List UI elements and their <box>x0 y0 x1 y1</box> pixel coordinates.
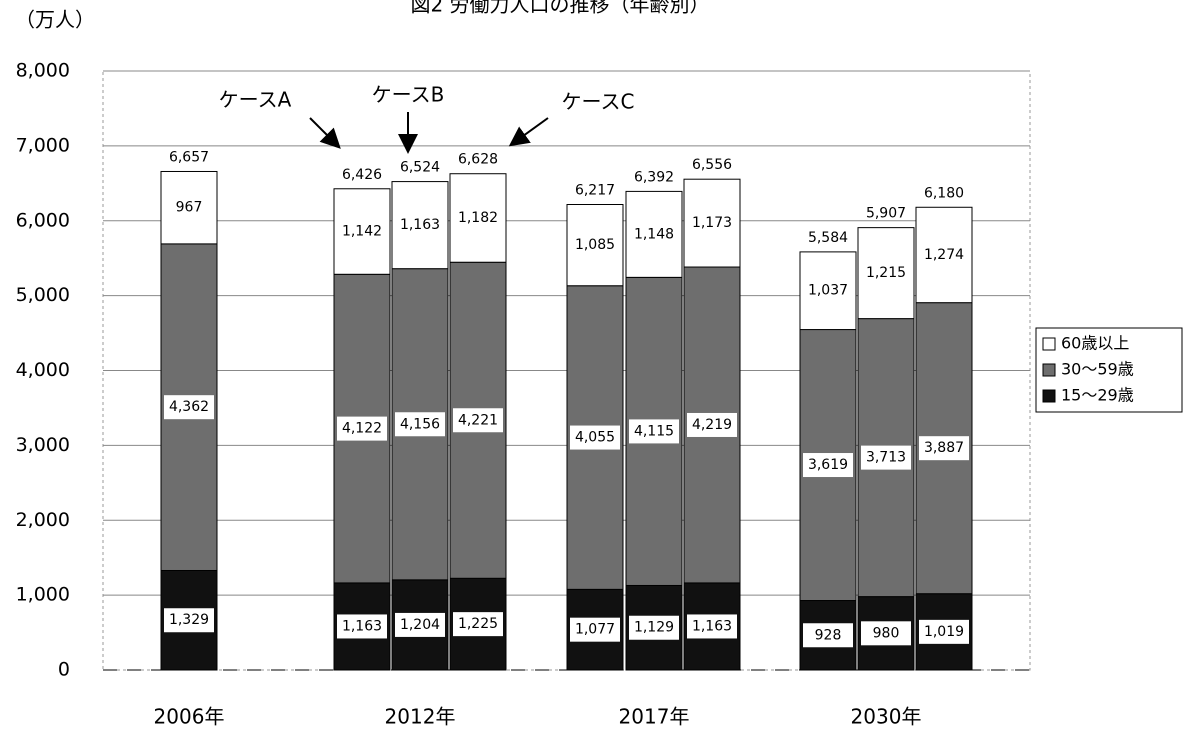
annotation: ケースA <box>219 88 292 112</box>
y-tick-label: 3,000 <box>16 434 70 456</box>
value-label: 1,163 <box>400 217 440 233</box>
value-label-box <box>919 436 969 461</box>
value-label: 4,221 <box>458 412 498 428</box>
total-label: 5,907 <box>866 206 906 222</box>
value-label-box <box>803 623 853 648</box>
x-tick-label: 2017年 <box>619 705 690 729</box>
legend-swatch <box>1042 363 1056 377</box>
value-label: 1,225 <box>458 616 498 632</box>
value-label: 4,055 <box>575 430 615 446</box>
value-label-box <box>629 222 679 247</box>
x-tick-label: 2030年 <box>851 705 922 729</box>
total-label: 6,426 <box>342 167 382 183</box>
value-label: 1,204 <box>400 617 440 633</box>
legend-swatch <box>1042 337 1056 351</box>
value-label: 1,173 <box>692 215 732 231</box>
annotation: ケースB <box>372 83 445 107</box>
value-label-box <box>570 617 620 642</box>
total-label: 5,584 <box>808 230 848 246</box>
value-label: 1,215 <box>866 265 906 281</box>
value-label-box <box>687 614 737 639</box>
y-tick-label: 2,000 <box>16 509 70 531</box>
x-tick-label: 2006年 <box>154 705 225 729</box>
value-label-box <box>629 419 679 444</box>
y-axis-label: （万人） <box>15 8 95 32</box>
value-label: 1,037 <box>808 283 848 299</box>
value-label-box <box>395 412 445 437</box>
value-label: 1,085 <box>575 237 615 253</box>
value-label-box <box>453 408 503 433</box>
value-label-box <box>395 612 445 637</box>
value-label: 4,122 <box>342 421 382 437</box>
legend-label: 60歳以上 <box>1061 334 1129 353</box>
value-label: 1,163 <box>692 618 732 634</box>
value-label-box <box>803 278 853 303</box>
value-label-box <box>453 612 503 637</box>
legend-label: 15〜29歳 <box>1061 386 1134 405</box>
value-label: 1,142 <box>342 224 382 240</box>
value-label-box <box>337 219 387 244</box>
total-label: 6,556 <box>692 157 732 173</box>
value-label: 3,887 <box>924 440 964 456</box>
value-label-box <box>337 416 387 441</box>
value-label: 1,019 <box>924 624 964 640</box>
value-label: 4,156 <box>400 416 440 432</box>
y-tick-label: 0 <box>58 659 70 681</box>
chart-title: 図2 労働力人口の推移（年齢別） <box>410 0 709 17</box>
value-label: 967 <box>176 200 203 216</box>
value-label-box <box>164 395 214 420</box>
value-label-box <box>629 615 679 640</box>
value-label-box <box>919 242 969 267</box>
value-label: 4,362 <box>169 399 209 415</box>
value-label-box <box>337 614 387 639</box>
value-label: 3,713 <box>866 450 906 466</box>
y-tick-label: 8,000 <box>16 60 70 82</box>
annotation-arrow <box>309 117 341 149</box>
annotation-arrow <box>508 117 549 147</box>
value-label-box <box>570 233 620 258</box>
value-label: 1,274 <box>924 247 964 263</box>
y-tick-label: 1,000 <box>16 584 70 606</box>
total-label: 6,180 <box>924 185 964 201</box>
value-label-box <box>164 608 214 633</box>
x-tick-label: 2012年 <box>385 705 456 729</box>
value-label: 1,148 <box>634 226 674 242</box>
y-tick-label: 6,000 <box>16 209 70 231</box>
value-label: 4,115 <box>634 423 674 439</box>
total-label: 6,657 <box>169 150 209 166</box>
annotation: ケースC <box>562 90 635 114</box>
total-label: 6,524 <box>400 160 440 176</box>
value-label-box <box>861 261 911 286</box>
value-label: 928 <box>815 627 842 643</box>
value-label-box <box>687 412 737 437</box>
legend-label: 30〜59歳 <box>1061 360 1134 379</box>
value-label-box <box>861 621 911 646</box>
total-label: 6,217 <box>575 183 615 199</box>
value-label: 1,129 <box>634 620 674 636</box>
value-label: 980 <box>873 625 900 641</box>
y-tick-label: 4,000 <box>16 359 70 381</box>
value-label-box <box>919 619 969 644</box>
value-label: 1,077 <box>575 622 615 638</box>
value-label: 4,219 <box>692 417 732 433</box>
value-label-box <box>453 205 503 230</box>
legend-box <box>1035 327 1183 413</box>
value-label: 1,329 <box>169 612 209 628</box>
legend-swatch <box>1042 389 1056 403</box>
y-tick-label: 5,000 <box>16 284 70 306</box>
value-label: 1,163 <box>342 618 382 634</box>
value-label-box <box>861 445 911 470</box>
value-label-box <box>395 213 445 238</box>
value-label-box <box>687 211 737 236</box>
value-label-box <box>164 195 214 220</box>
value-label-box <box>803 453 853 478</box>
total-label: 6,392 <box>634 169 674 185</box>
value-label-box <box>570 425 620 450</box>
value-label: 1,182 <box>458 210 498 226</box>
value-label: 3,619 <box>808 457 848 473</box>
y-tick-label: 7,000 <box>16 134 70 156</box>
total-label: 6,628 <box>458 152 498 168</box>
